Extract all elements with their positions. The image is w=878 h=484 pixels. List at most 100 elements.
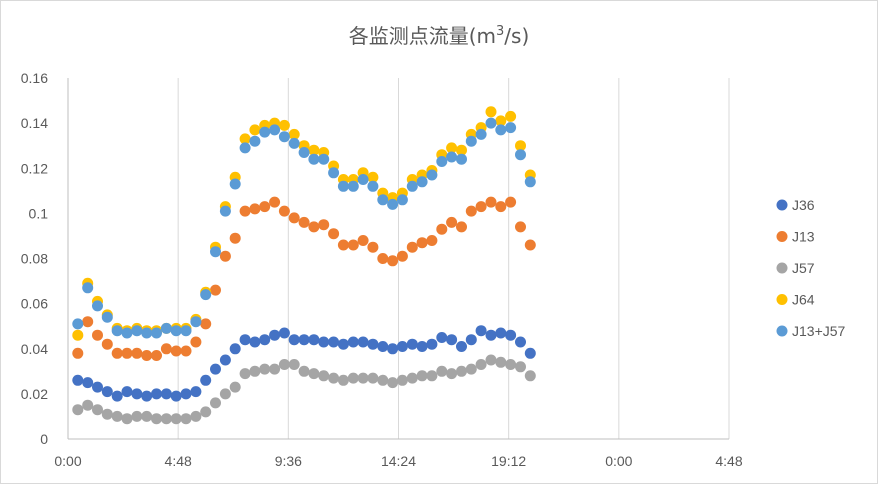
data-point [495,201,507,213]
data-point [337,239,349,251]
data-point [318,336,330,348]
y-tick-label: 0.08 [21,251,48,267]
data-point [180,388,192,400]
data-point [446,142,458,154]
data-point [387,198,399,210]
data-point [515,361,526,373]
data-point [318,370,330,382]
data-point [524,176,536,188]
data-point [190,316,202,328]
data-point [269,329,281,341]
data-point [377,341,389,352]
data-point [308,334,320,346]
data-point [308,153,320,165]
data-point [269,124,281,136]
data-point [180,345,192,357]
data-point [249,135,261,147]
data-point [210,363,221,375]
data-point [416,370,428,382]
x-tick-label: 14:24 [381,453,416,469]
data-point [101,311,113,323]
data-point [298,334,310,346]
data-point [308,144,320,156]
data-point [200,406,212,418]
data-point [131,347,143,359]
data-point [495,327,507,339]
data-point [298,365,310,377]
data-point [278,327,290,339]
data-point [357,372,369,384]
legend-label: J36 [792,197,815,213]
data-point [288,137,300,149]
data-point [416,176,428,188]
legend-label: J64 [792,292,815,308]
data-point [416,237,428,249]
y-tick-label: 0.12 [21,160,48,176]
data-point [131,388,143,400]
chart-title-tail: /s) [504,24,529,48]
data-point [396,374,408,386]
data-point [92,381,103,393]
series-j13 [72,196,536,361]
data-point [131,325,143,337]
y-tick-label: 0.1 [29,205,49,221]
data-point [406,180,418,192]
x-tick-label: 19:12 [491,453,526,469]
data-point [495,124,507,136]
legend-marker [776,294,788,305]
data-point [278,359,290,370]
data-point [151,413,162,425]
data-point [387,377,399,389]
data-point [82,316,94,328]
data-point [396,194,408,206]
data-point [210,397,221,409]
data-point [111,390,123,402]
data-point [485,117,497,129]
data-point [426,338,438,350]
data-point [515,336,526,348]
y-tick-label: 0.06 [21,296,48,312]
data-point [446,334,458,346]
data-point [170,325,182,337]
data-point [160,322,172,334]
data-point [367,372,379,384]
data-point [239,368,251,380]
data-point [180,413,192,425]
data-point [200,289,212,301]
legend-marker [776,199,788,211]
data-point [219,250,231,262]
data-point [328,336,340,348]
data-point [92,300,103,312]
data-point [406,372,418,384]
data-point [318,153,330,165]
data-point [229,178,241,190]
data-point [426,370,438,382]
data-point [485,106,497,118]
legend-marker [776,262,788,274]
data-point [131,410,143,422]
data-point [426,235,438,246]
data-point [475,359,487,370]
data-point [436,156,448,167]
data-point [249,203,261,215]
y-tick-label: 0.04 [21,341,48,357]
data-point [170,390,182,402]
data-point [72,347,84,359]
data-point [190,386,202,398]
data-point [396,250,408,262]
data-point [121,327,133,339]
data-point [219,354,231,366]
data-point [121,347,133,359]
data-point [367,241,379,253]
data-point [200,374,212,386]
data-point [505,329,517,341]
data-point [160,388,172,400]
data-point [180,325,192,337]
x-tick-label: 0:00 [605,453,632,469]
data-point [249,124,261,136]
data-point [111,347,123,359]
data-point [505,196,517,208]
data-point [465,205,477,217]
legend-label: J13+J57 [792,323,846,339]
